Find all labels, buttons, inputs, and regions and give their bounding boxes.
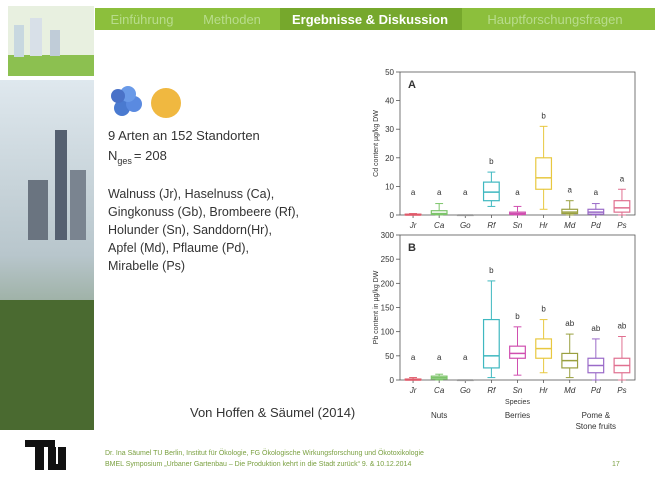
y-tick-label: 50 — [385, 68, 394, 77]
significance-letter: a — [437, 353, 442, 362]
significance-letter: a — [463, 353, 468, 362]
footer-line: BMEL Symposium „Urbaner Gartenbau – Die … — [105, 461, 411, 468]
count-line: 9 Arten an 152 Standorten — [108, 128, 260, 143]
significance-letter: b — [515, 312, 520, 321]
significance-letter: a — [567, 186, 572, 195]
tab: Hauptforschungsfragen — [487, 12, 622, 27]
significance-letter: b — [541, 305, 546, 314]
x-tick-label: Ca — [434, 221, 445, 230]
panel-label: A — [408, 79, 416, 91]
y-tick-label: 30 — [385, 125, 394, 134]
significance-letter: ab — [591, 324, 600, 333]
species-line: Gingkonuss (Gb), Brombeere (Rf), — [108, 205, 299, 219]
orange-icon — [151, 88, 181, 118]
skyscraper — [70, 170, 86, 240]
x-tick-label: Rf — [487, 386, 496, 395]
citation: Von Hoffen & Säumel (2014) — [190, 405, 355, 420]
x-tick-label: Hr — [539, 221, 548, 230]
grass — [8, 55, 94, 76]
species-line: Walnuss (Jr), Haselnuss (Ca), — [108, 187, 274, 201]
building — [14, 25, 24, 57]
panel-label: B — [408, 242, 416, 254]
skyscraper — [28, 180, 48, 240]
x-tick-label: Sn — [513, 221, 523, 230]
significance-letter: a — [411, 353, 416, 362]
y-tick-label: 40 — [385, 97, 394, 106]
group-label: Pome & — [582, 411, 611, 420]
building — [50, 30, 60, 56]
page-number: 17 — [612, 461, 620, 468]
x-tick-label: Go — [460, 386, 471, 395]
n-label: N — [108, 148, 117, 163]
y-axis-label: Cd content µg/kg DW — [373, 110, 380, 177]
x-tick-label: Pd — [591, 221, 601, 230]
y-tick-label: 150 — [381, 304, 395, 313]
y-tick-label: 250 — [381, 255, 395, 264]
y-tick-label: 300 — [381, 231, 395, 240]
x-axis-label: Species — [505, 399, 530, 406]
significance-letter: a — [463, 188, 468, 197]
x-tick-label: Md — [564, 221, 576, 230]
y-tick-label: 100 — [381, 328, 395, 337]
significance-letter: a — [594, 188, 599, 197]
x-tick-label: Ca — [434, 386, 445, 395]
x-tick-label: Jr — [409, 386, 417, 395]
x-tick-label: Jr — [409, 221, 417, 230]
significance-letter: b — [541, 111, 546, 120]
x-tick-label: Hr — [539, 386, 548, 395]
y-tick-label: 0 — [390, 376, 395, 385]
significance-letter: a — [515, 188, 520, 197]
tab: Einführung — [111, 12, 174, 27]
skyscraper — [55, 130, 67, 240]
x-tick-label: Rf — [487, 221, 496, 230]
species-line: Apfel (Md), Pflaume (Pd), — [108, 241, 249, 255]
y-tick-label: 0 — [390, 211, 395, 220]
significance-letter: a — [437, 188, 442, 197]
y-tick-label: 50 — [385, 352, 394, 361]
footer-line: Dr. Ina Säumel TU Berlin, Institut für Ö… — [105, 449, 424, 457]
significance-letter: ab — [617, 322, 626, 331]
x-tick-label: Pd — [591, 386, 601, 395]
tab: Methoden — [203, 12, 261, 27]
y-axis-label: Pb content in µg/kg DW — [373, 270, 380, 344]
x-tick-label: Sn — [513, 386, 523, 395]
y-tick-label: 10 — [385, 182, 394, 191]
y-tick-label: 20 — [385, 154, 394, 163]
significance-letter: b — [489, 266, 494, 275]
significance-letter: ab — [565, 319, 574, 328]
x-tick-label: Ps — [617, 386, 626, 395]
group-label: Stone fruits — [576, 422, 616, 431]
building — [30, 18, 42, 56]
x-tick-label: Go — [460, 221, 471, 230]
species-line: Holunder (Sn), Sanddorn(Hr), — [108, 223, 272, 237]
garden — [0, 300, 94, 430]
x-tick-label: Md — [564, 386, 576, 395]
slide: Einführung Methoden Ergebnisse & Diskuss… — [0, 0, 661, 481]
significance-letter: a — [620, 174, 625, 183]
x-tick-label: Ps — [617, 221, 626, 230]
y-tick-label: 200 — [381, 279, 395, 288]
n-sub: ges — [117, 156, 132, 166]
group-label: Nuts — [431, 411, 447, 420]
significance-letter: a — [411, 188, 416, 197]
n-value: = 208 — [134, 148, 167, 163]
group-label: Berries — [505, 411, 530, 420]
species-line: Mirabelle (Ps) — [108, 259, 185, 273]
significance-letter: b — [489, 157, 494, 166]
tab-active: Ergebnisse & Diskussion — [292, 12, 448, 27]
